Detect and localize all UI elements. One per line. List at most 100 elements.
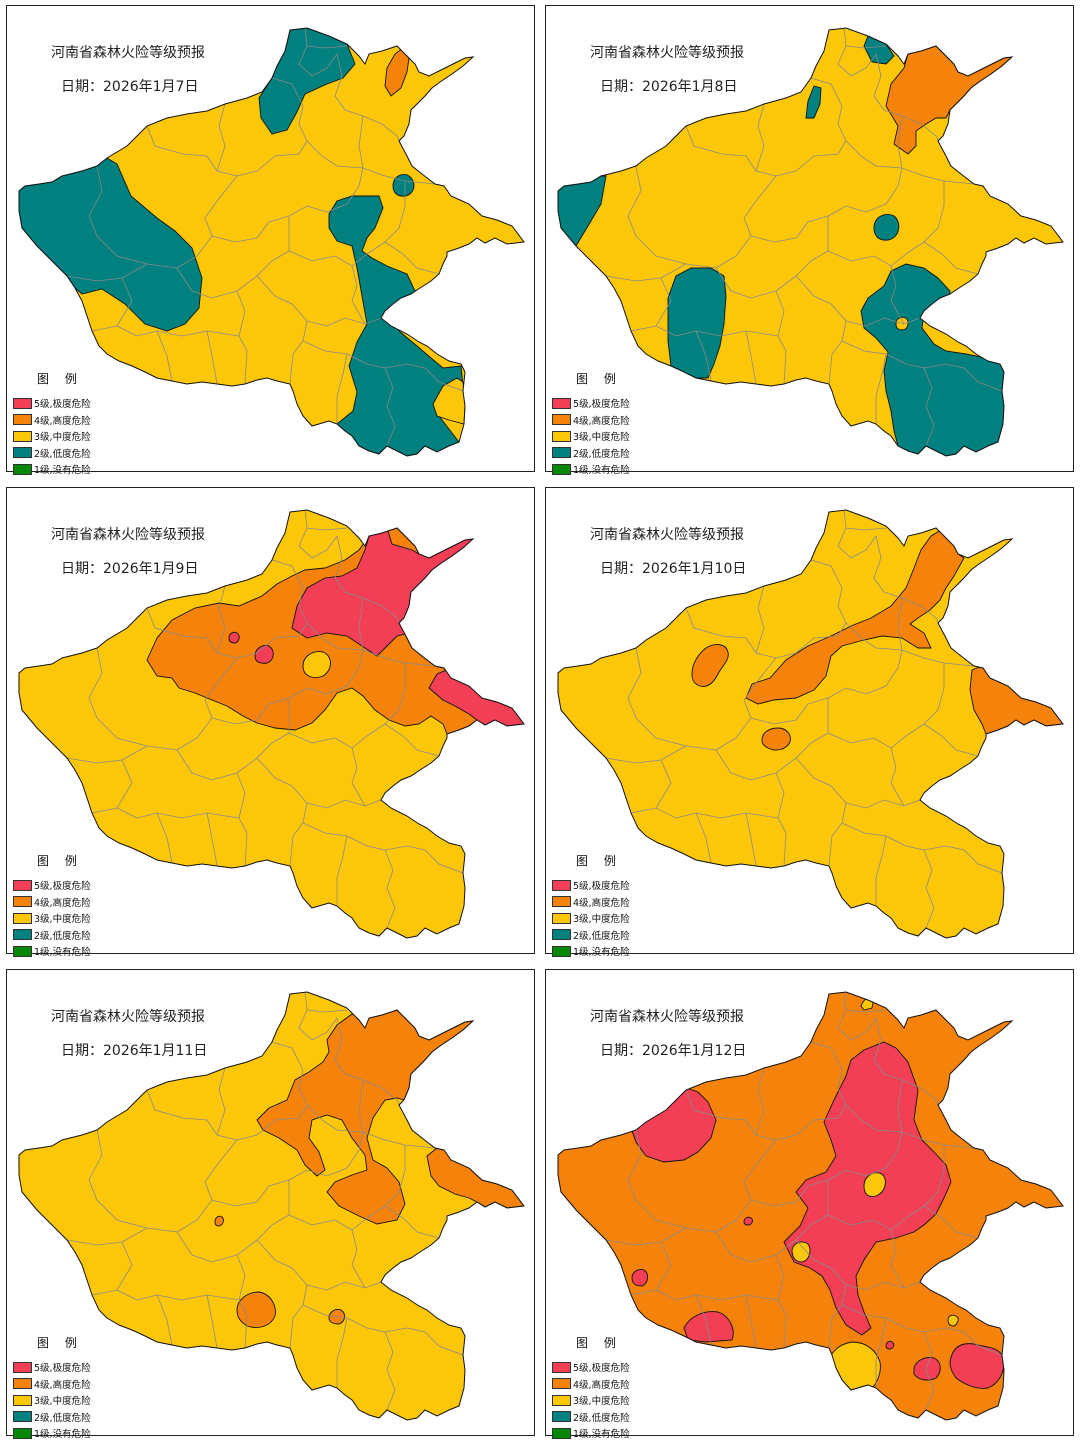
- county-border: [288, 241, 386, 267]
- county-border: [715, 1139, 777, 1233]
- risk-zone-level-4: [214, 1215, 224, 1227]
- county-border: [236, 1104, 308, 1141]
- map-title: 河南省森林火险等级预报: [590, 45, 744, 61]
- county-border: [890, 265, 905, 325]
- legend-swatch: [13, 879, 32, 891]
- risk-zone-level-2: [873, 214, 900, 241]
- legend-swatch: [13, 896, 32, 908]
- legend-label: 3级,中度危险: [573, 1396, 630, 1408]
- county-border: [302, 1304, 408, 1333]
- risk-zone-level-4: [969, 665, 1063, 735]
- county-border: [176, 267, 258, 299]
- county-border: [810, 77, 847, 142]
- county-border: [845, 317, 921, 327]
- county-border: [890, 1229, 905, 1289]
- risk-zone-level-5: [885, 1340, 895, 1350]
- forecast-date: 日期：2026年1月8日: [600, 79, 738, 95]
- county-border: [923, 1145, 945, 1207]
- legend-swatch: [13, 929, 32, 941]
- legend-swatch: [552, 1394, 571, 1406]
- county-border: [845, 1281, 921, 1291]
- county-border: [271, 77, 308, 142]
- county-border: [271, 559, 308, 624]
- legend-item: 1级,没有危险: [552, 461, 630, 478]
- county-border: [298, 992, 338, 1041]
- legend-swatch: [552, 1378, 571, 1390]
- legend-item: 2级,低度危险: [13, 1409, 91, 1426]
- legend-swatch: [13, 1411, 32, 1423]
- county-border: [336, 1317, 348, 1388]
- risk-zone-level-5: [228, 631, 240, 644]
- county-border: [695, 1294, 712, 1346]
- risk-zone-level-5: [949, 1343, 1005, 1389]
- county-border: [236, 622, 308, 659]
- legend-item: 5级,极度危险: [13, 1359, 91, 1376]
- county-border: [841, 340, 947, 369]
- legend-item: 4级,高度危险: [13, 1376, 91, 1393]
- county-border: [923, 1331, 935, 1411]
- county-border: [875, 1317, 887, 1388]
- county-border: [298, 28, 338, 77]
- county-border: [334, 1017, 364, 1081]
- county-border: [384, 367, 396, 447]
- legend-item: 1级,没有危险: [552, 943, 630, 960]
- county-border: [875, 835, 887, 906]
- henan-map: [18, 27, 525, 457]
- legend-item: 5级,极度危险: [13, 395, 91, 412]
- county-border: [775, 622, 847, 659]
- province-fill: [19, 992, 524, 1420]
- legend-label: 5级,极度危险: [34, 881, 91, 893]
- legend-item: 1级,没有危险: [13, 1425, 91, 1442]
- county-border: [271, 1041, 308, 1106]
- county-border: [827, 649, 903, 699]
- county-border: [146, 1089, 238, 1141]
- province-outline: [18, 27, 525, 457]
- risk-zone-level-5: [913, 1357, 941, 1381]
- county-border: [715, 267, 797, 299]
- county-border: [256, 757, 308, 804]
- county-border: [750, 1179, 829, 1207]
- legend-label: 4级,高度危险: [573, 897, 630, 909]
- risk-zone-level-3: [947, 1314, 959, 1327]
- risk-zone-level-5: [743, 1216, 753, 1226]
- legend-swatch: [13, 945, 32, 957]
- county-border: [945, 1327, 1003, 1356]
- county-border: [795, 757, 847, 804]
- county-border: [827, 167, 903, 217]
- legend: 图 例 5级,极度危险 4级,高度危险 3级,中度危险 2级,低度危险 1级,没有危险: [552, 370, 630, 478]
- legend-swatch: [552, 896, 571, 908]
- legend-swatch: [13, 414, 32, 426]
- legend-label: 3级,中度危险: [573, 914, 630, 926]
- county-border: [358, 115, 364, 169]
- legend-title: 图 例: [37, 372, 83, 386]
- legend-label: 1级,没有危险: [573, 465, 630, 477]
- county-border: [897, 115, 903, 169]
- legend-item: 4级,高度危险: [13, 412, 91, 429]
- legend-label: 3级,中度危险: [34, 1396, 91, 1408]
- legend-item: 3级,中度危险: [13, 1392, 91, 1409]
- county-border: [176, 657, 238, 751]
- county-border: [351, 747, 366, 807]
- county-border: [755, 585, 765, 654]
- map-panel-jan-8: 河南省森林火险等级预报 日期：2026年1月8日 图 例 5级,极度危险 4级,高度…: [545, 5, 1074, 476]
- county-border: [211, 215, 290, 243]
- risk-zone-level-4: [691, 644, 729, 687]
- map-title: 河南省森林火险等级预报: [51, 527, 205, 543]
- risk-zone-level-4: [761, 727, 791, 751]
- legend-item: 4级,高度危险: [552, 894, 630, 911]
- legend-title: 图 例: [576, 372, 622, 386]
- county-border: [845, 45, 887, 49]
- legend-item: 3级,中度危险: [552, 1392, 630, 1409]
- county-border: [156, 812, 173, 864]
- county-border: [795, 1239, 847, 1286]
- legend-label: 1级,没有危险: [573, 1429, 630, 1441]
- legend-item: 5级,极度危险: [552, 1359, 630, 1376]
- county-border: [750, 215, 829, 243]
- county-border: [890, 747, 905, 807]
- map-title: 河南省森林火险等级预报: [51, 1009, 205, 1025]
- county-border: [923, 723, 979, 757]
- county-border: [837, 992, 877, 1041]
- county-border: [146, 125, 238, 177]
- county-border: [384, 663, 406, 725]
- legend-item: 2级,低度危险: [13, 445, 91, 462]
